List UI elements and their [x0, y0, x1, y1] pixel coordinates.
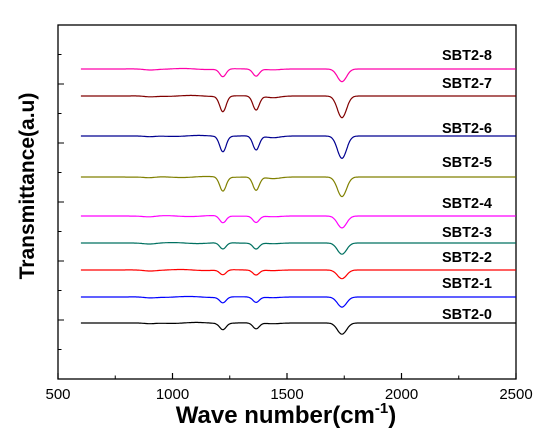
x-tick-label: 500 [45, 386, 70, 403]
series-line [80, 268, 516, 280]
series-label: SBT2-2 [442, 250, 492, 266]
series-line [80, 295, 516, 308]
x-tick-label: 2500 [499, 386, 532, 403]
series-labels: SBT2-0 SBT2-1 SBT2-2 SBT2-3 SBT2-4 SBT2-5 SBT2… [442, 48, 492, 323]
series-line [80, 215, 516, 229]
series-label: SBT2-1 [442, 276, 492, 292]
series-label: SBT2-4 [442, 196, 492, 212]
series-label: SBT2-6 [442, 121, 492, 137]
y-axis-ticks [58, 24, 64, 380]
series-label: SBT2-8 [442, 48, 492, 64]
series-line [80, 175, 516, 198]
series-label: SBT2-0 [442, 307, 492, 323]
x-axis-ticks [57, 373, 517, 379]
series-line [80, 242, 516, 255]
x-axis-title-superscript: -1 [375, 400, 388, 417]
series-line [80, 321, 516, 335]
x-tick-label: 2000 [385, 386, 418, 403]
series-label: SBT2-7 [442, 76, 492, 92]
series-lines [80, 67, 516, 335]
x-axis-title: Wave number(cm-1) [176, 400, 397, 429]
x-tick-label: 1500 [270, 386, 303, 403]
x-tick-labels: 500 1000 1500 2000 2500 [45, 386, 532, 403]
series-label: SBT2-3 [442, 225, 492, 241]
series-line [80, 134, 516, 160]
y-axis-title: Transmittance(a.u) [16, 93, 39, 280]
x-tick-label: 1000 [156, 386, 189, 403]
series-label: SBT2-5 [442, 155, 492, 171]
series-line [80, 94, 516, 119]
series-line [80, 67, 516, 83]
